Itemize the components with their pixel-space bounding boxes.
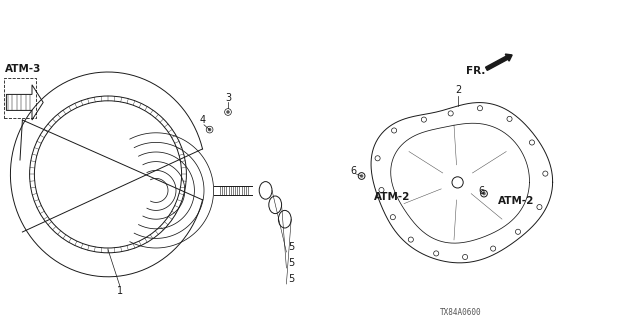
Text: ATM-3: ATM-3 (5, 64, 41, 74)
Text: FR.: FR. (466, 66, 485, 76)
Circle shape (208, 128, 211, 132)
Text: 6: 6 (479, 186, 484, 196)
Text: 2: 2 (455, 85, 461, 95)
Text: 5: 5 (288, 258, 294, 268)
Text: 4: 4 (200, 115, 206, 125)
Text: 5: 5 (288, 242, 294, 252)
Text: ATM-2: ATM-2 (498, 196, 534, 206)
Text: 6: 6 (351, 166, 356, 176)
FancyArrow shape (486, 54, 512, 70)
Circle shape (360, 174, 364, 178)
Text: 5: 5 (288, 274, 294, 284)
Circle shape (227, 110, 230, 114)
Text: TX84A0600: TX84A0600 (440, 308, 482, 317)
Circle shape (483, 192, 486, 195)
Text: ATM-2: ATM-2 (374, 192, 411, 202)
Text: 1: 1 (117, 286, 123, 296)
Text: 3: 3 (226, 93, 232, 103)
